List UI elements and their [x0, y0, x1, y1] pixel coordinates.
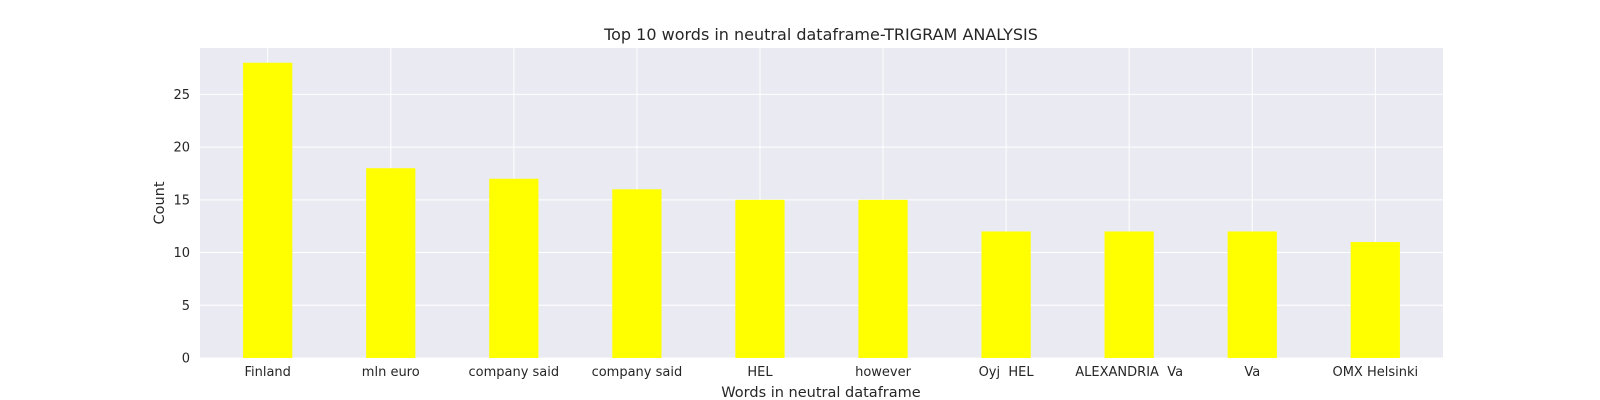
bar	[243, 62, 293, 359]
x-tick-label: OMX Helsinki	[1332, 365, 1418, 380]
x-tick-label: Va	[1244, 365, 1260, 380]
bar	[1350, 242, 1400, 358]
x-tick-label: company said	[468, 365, 559, 380]
y-axis-label: Count	[152, 181, 168, 224]
bar	[1227, 231, 1277, 358]
bar	[858, 199, 908, 358]
y-tick-label: 0	[182, 352, 190, 367]
x-axis-ticks: Finland mln euro company said company said H…	[244, 365, 1418, 380]
bar	[366, 168, 416, 358]
bar	[612, 189, 662, 358]
y-tick-label: 5	[182, 299, 190, 314]
bar	[735, 199, 785, 358]
y-tick-label: 25	[173, 88, 190, 103]
bar	[981, 231, 1031, 358]
bar	[489, 178, 539, 358]
y-tick-label: 15	[173, 193, 190, 208]
x-tick-label: Oyj HEL	[979, 365, 1035, 380]
y-tick-label: 20	[173, 141, 190, 156]
y-tick-label: 10	[173, 246, 190, 261]
x-tick-label: Finland	[244, 365, 290, 380]
bar	[1104, 231, 1154, 358]
x-axis-label: Words in neutral dataframe	[721, 385, 920, 400]
chart-title: Top 10 words in neutral dataframe-TRIGRA…	[603, 25, 1038, 44]
x-tick-label: ALEXANDRIA Va	[1075, 365, 1183, 380]
bars	[243, 62, 1400, 359]
x-tick-label: company said	[592, 365, 683, 380]
x-tick-label: mln euro	[362, 365, 420, 380]
y-axis-ticks: 0 5 10 15 20 25	[173, 88, 190, 367]
x-tick-label: HEL	[747, 365, 773, 380]
x-tick-label: however	[855, 365, 912, 380]
